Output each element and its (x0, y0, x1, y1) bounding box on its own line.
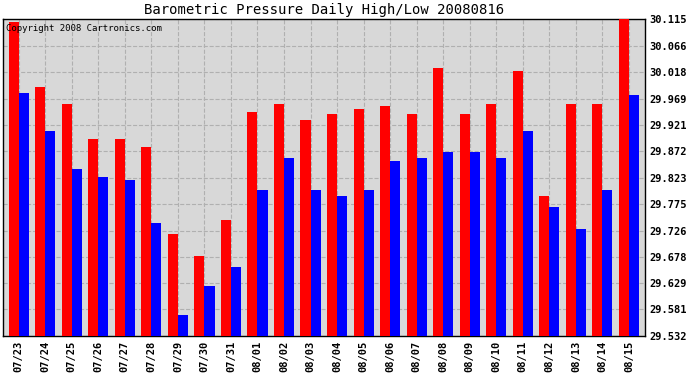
Bar (380, 106, 390, 336)
Bar (443, 153, 453, 336)
Bar (221, 220, 231, 336)
Bar (337, 196, 347, 336)
Bar (141, 147, 151, 336)
Bar (61, 104, 72, 336)
Bar (125, 180, 135, 336)
Bar (19, 93, 29, 336)
Bar (284, 158, 294, 336)
Text: Copyright 2008 Cartronics.com: Copyright 2008 Cartronics.com (6, 24, 162, 33)
Bar (248, 112, 257, 336)
Bar (274, 104, 284, 336)
Bar (496, 158, 506, 336)
Bar (151, 223, 161, 336)
Bar (576, 228, 586, 336)
Bar (460, 114, 470, 336)
Bar (364, 190, 374, 336)
Bar (602, 190, 613, 336)
Bar (417, 158, 427, 336)
Bar (566, 104, 576, 336)
Bar (523, 131, 533, 336)
Bar (46, 131, 55, 336)
Bar (549, 207, 560, 336)
Bar (168, 234, 178, 336)
Title: Barometric Pressure Daily High/Low 20080816: Barometric Pressure Daily High/Low 20080… (144, 3, 504, 17)
Bar (327, 114, 337, 336)
Bar (72, 169, 82, 336)
Bar (513, 71, 523, 336)
Bar (231, 267, 241, 336)
Bar (195, 256, 204, 336)
Bar (406, 114, 417, 336)
Bar (257, 190, 268, 336)
Bar (470, 153, 480, 336)
Bar (310, 190, 321, 336)
Bar (390, 160, 400, 336)
Bar (300, 120, 310, 336)
Bar (178, 315, 188, 336)
Bar (629, 95, 639, 336)
Bar (98, 177, 108, 336)
Bar (486, 104, 496, 336)
Bar (115, 139, 125, 336)
Bar (592, 104, 602, 336)
Bar (619, 6, 629, 336)
Bar (8, 22, 19, 336)
Bar (540, 196, 549, 336)
Bar (35, 87, 46, 336)
Bar (204, 286, 215, 336)
Bar (88, 139, 98, 336)
Bar (353, 109, 364, 336)
Bar (433, 68, 443, 336)
